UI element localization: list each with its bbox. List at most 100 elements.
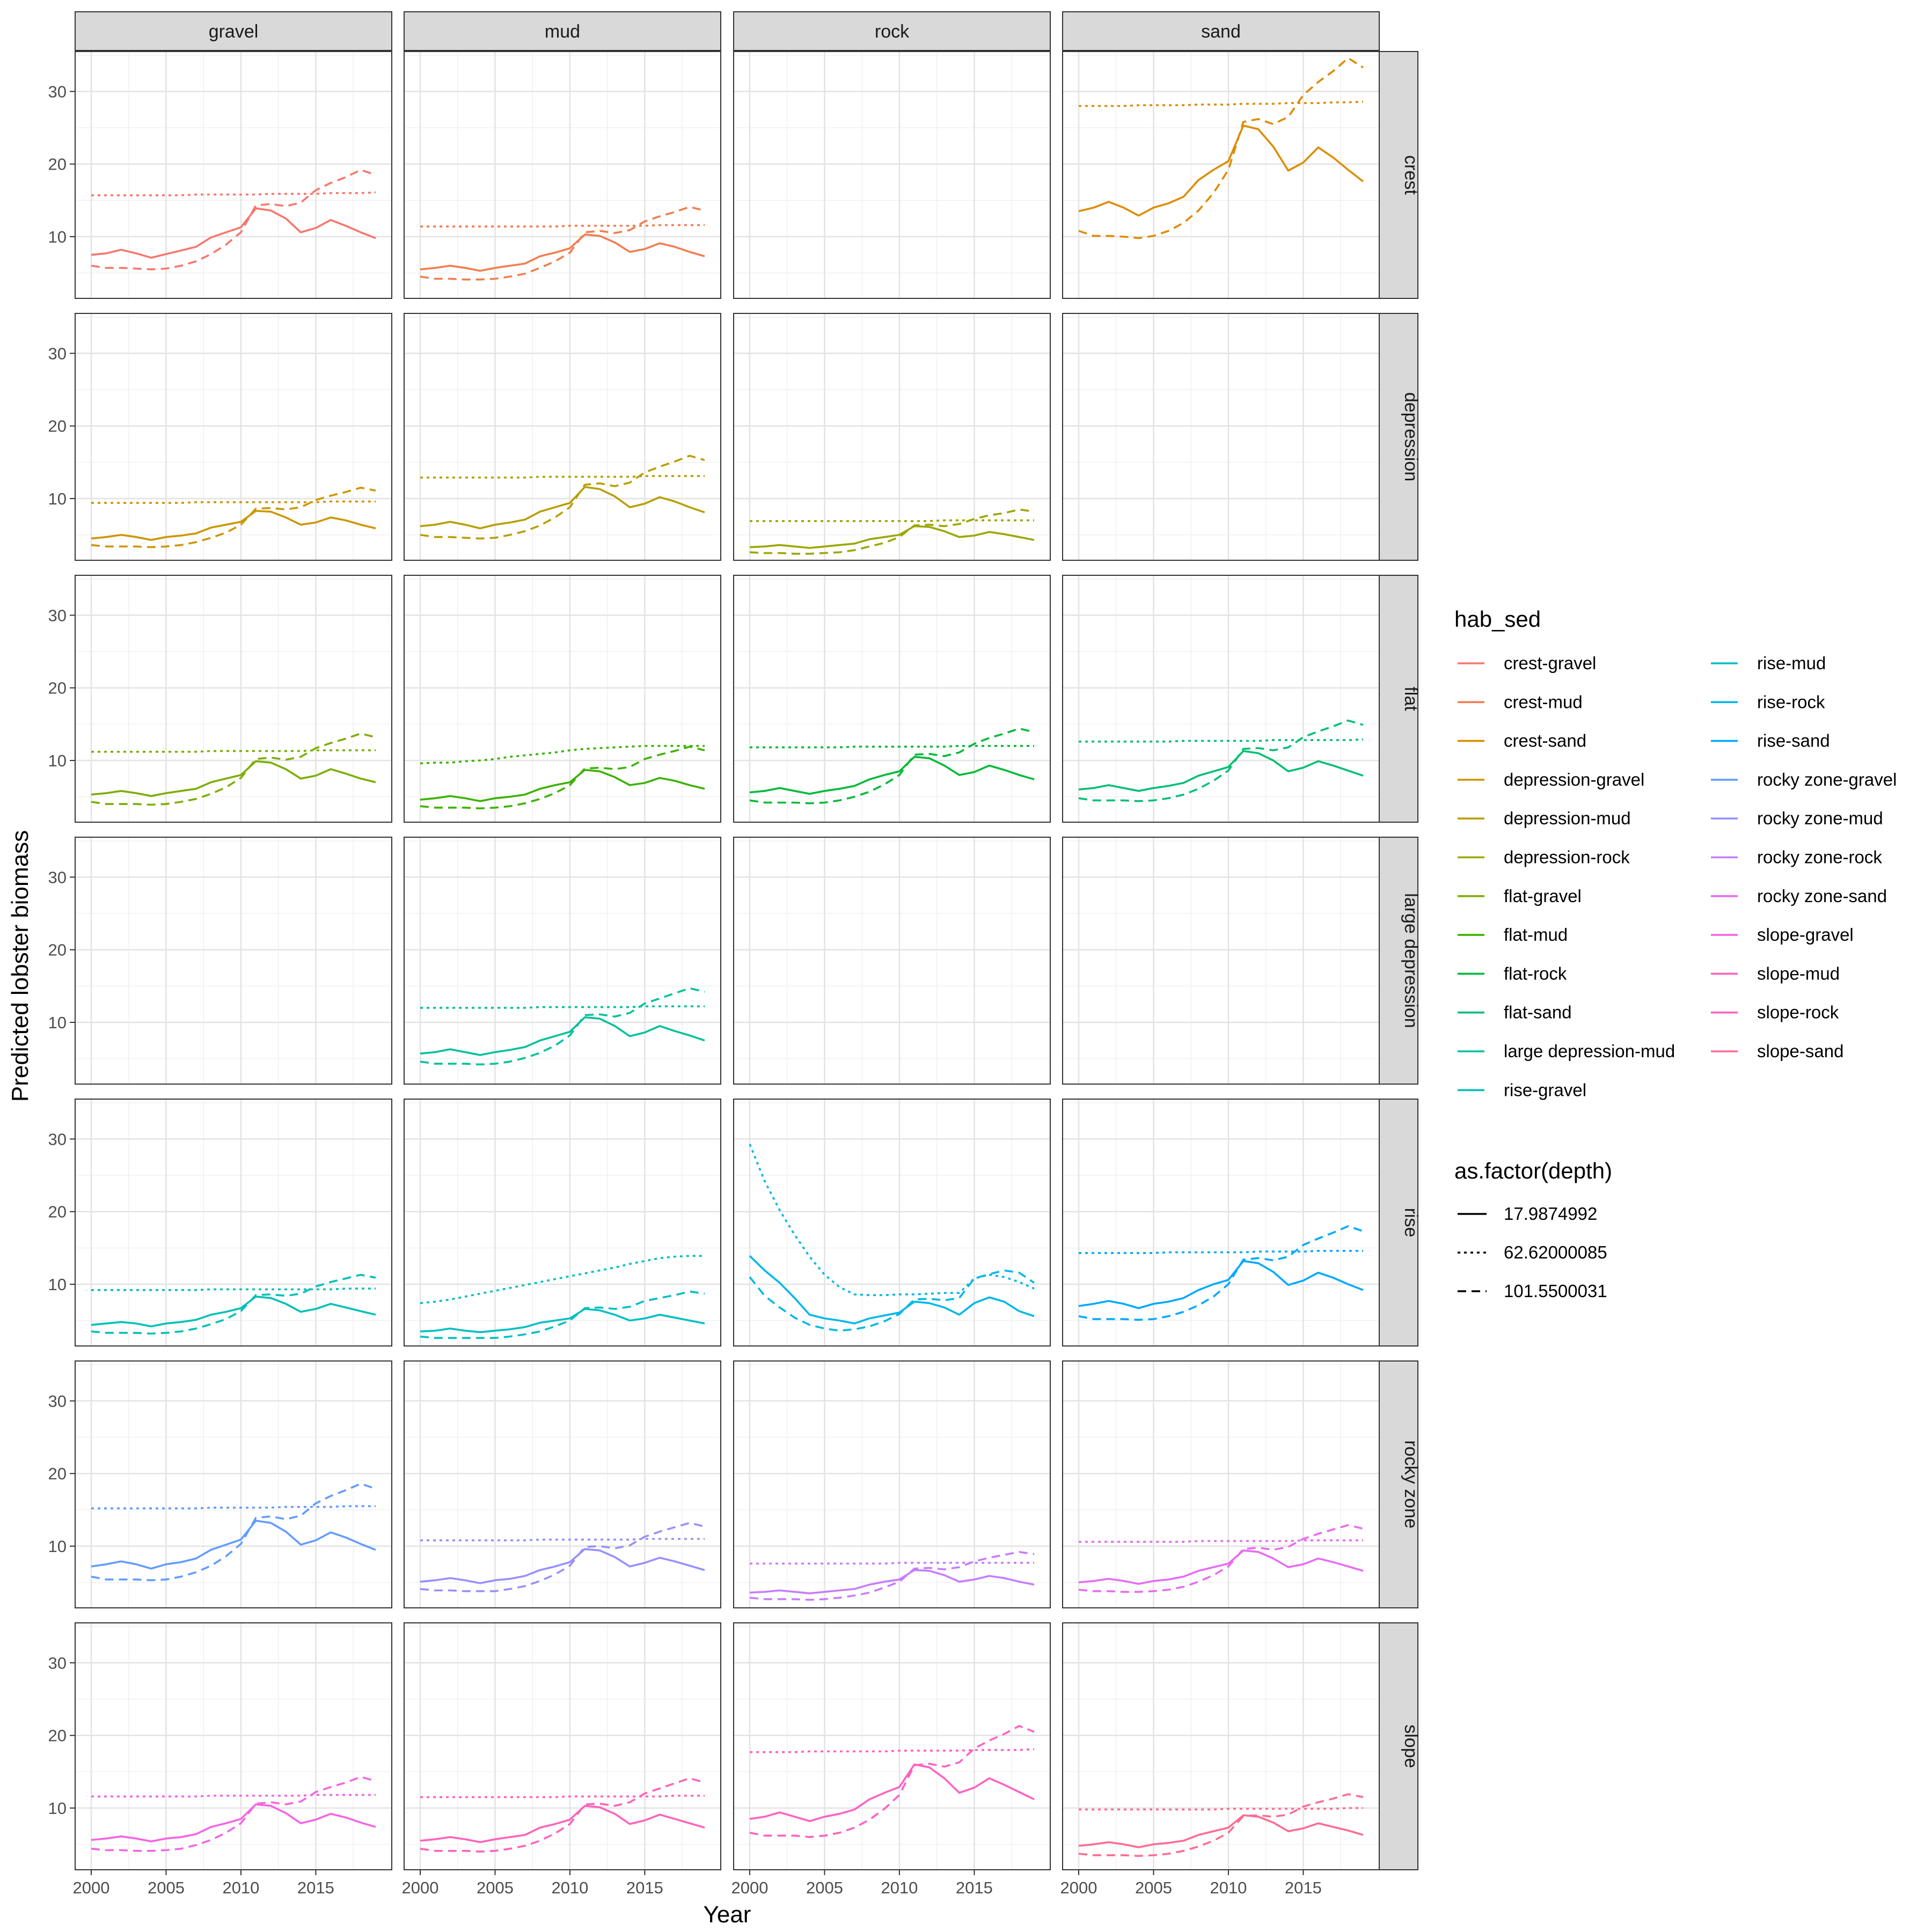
y-tick-label: 20 [48, 679, 67, 698]
x-tick-label: 2000 [73, 1878, 110, 1897]
panel-border [404, 1622, 721, 1870]
facet-panel [75, 575, 392, 823]
series-line-d62 [1079, 1807, 1363, 1811]
y-tick-label: 30 [48, 606, 67, 625]
series-line-d101 [91, 169, 376, 270]
y-tick-label: 20 [48, 155, 67, 174]
series-line-d18 [91, 1296, 376, 1328]
facet-strip-gravel [75, 11, 392, 51]
legend-linetype-label: 101.5500031 [1504, 1281, 1607, 1301]
panel-border [1062, 837, 1380, 1085]
x-tick-label: 2005 [806, 1878, 843, 1897]
series-group-slope-rock [749, 1725, 1035, 1838]
series-line-d62 [91, 1794, 376, 1798]
series-line-d18 [749, 1763, 1035, 1823]
series-group-rise-mud [420, 1255, 705, 1339]
facet-strip-label: flat [1401, 686, 1421, 711]
series-group-slope-gravel [91, 1776, 376, 1852]
series-line-d18 [1078, 1549, 1364, 1585]
panel-background [404, 52, 721, 298]
panel-background [1063, 52, 1379, 298]
legend-label: depression-gravel [1504, 770, 1644, 789]
panel-background [404, 1623, 721, 1870]
panel-border [733, 575, 1051, 823]
x-tick-label: 2010 [1210, 1878, 1247, 1897]
legend-label: rise-mud [1757, 653, 1826, 673]
panel-border [733, 837, 1051, 1085]
facet-panel [1062, 837, 1380, 1085]
legend-label: depression-mud [1504, 808, 1631, 828]
x-tick-label: 2015 [297, 1878, 334, 1897]
y-tick-label: 30 [48, 1653, 67, 1672]
y-tick-label: 10 [48, 1537, 67, 1556]
series-line-d62 [91, 1287, 376, 1291]
panel-border [404, 1099, 721, 1346]
panel-background [734, 575, 1050, 822]
facet-panel [75, 837, 392, 1085]
series-line-d101 [91, 486, 376, 548]
series-line-d62 [1079, 1250, 1363, 1254]
panel-border [1062, 1622, 1380, 1870]
series-line-d62 [1079, 100, 1364, 107]
panel-background [1063, 313, 1379, 560]
series-group-flat-gravel [91, 733, 376, 806]
facet-panel [404, 575, 721, 823]
series-line-d101 [1078, 1524, 1364, 1593]
panel-border [1062, 51, 1380, 299]
facet-strip-depression [1379, 313, 1418, 561]
legend: hab_sed as.factor(depth) crest-gravel cre… [1454, 606, 1897, 1301]
panel-background [404, 575, 721, 822]
series-line-d101 [1078, 1225, 1364, 1321]
series-group-rise-rock [749, 1144, 1035, 1332]
panel-border [75, 575, 392, 823]
panel-background [1063, 1361, 1379, 1608]
facet-panel [733, 1360, 1051, 1608]
legend-label: rocky zone-gravel [1757, 770, 1897, 789]
y-tick-label: 10 [48, 1275, 67, 1294]
x-tick-label: 2015 [1285, 1878, 1322, 1897]
panel-background [75, 1623, 392, 1870]
y-tick-label: 20 [48, 1465, 67, 1483]
series-line-d101 [749, 727, 1035, 804]
series-line-d62 [420, 224, 705, 228]
panel-background [1063, 575, 1379, 822]
facet-strip-label: sand [1201, 21, 1241, 42]
facet-panel [733, 575, 1051, 823]
panel-border [75, 1622, 392, 1870]
series-group-large-depression-mud [420, 987, 705, 1066]
panel-border [1062, 575, 1380, 823]
series-line-d18 [91, 1803, 376, 1842]
facet-strip-label: gravel [209, 21, 259, 42]
facet-strip-label: mud [545, 21, 580, 42]
legend-linetype-title: as.factor(depth) [1454, 1158, 1612, 1183]
series-line-d18 [749, 525, 1035, 549]
panel-background [734, 837, 1050, 1084]
series-line-d101 [420, 987, 705, 1066]
series-group-depression-gravel [91, 486, 376, 548]
series-group-flat-sand [1078, 719, 1364, 802]
facet-strip-rock [733, 11, 1051, 51]
series-line-d101 [749, 1551, 1035, 1601]
series-line-d18 [91, 760, 376, 797]
panel-background [75, 1099, 392, 1346]
y-tick-label: 30 [48, 82, 67, 101]
x-tick-label: 2000 [1060, 1878, 1097, 1897]
x-tick-label: 2015 [956, 1878, 993, 1897]
panel-background [1063, 1623, 1379, 1870]
series-line-d18 [420, 1308, 705, 1334]
y-tick-label: 20 [48, 417, 67, 436]
series-line-d18 [420, 1016, 705, 1056]
y-tick-label: 20 [48, 1203, 67, 1221]
panel-background [404, 1361, 721, 1608]
y-tick-label: 10 [48, 1013, 67, 1032]
series-line-d62 [420, 1005, 705, 1009]
series-line-d18 [1078, 125, 1364, 217]
series-line-d101 [1078, 57, 1364, 239]
series-line-d101 [91, 733, 376, 806]
legend-label: rise-gravel [1504, 1080, 1586, 1100]
panel-background [734, 1099, 1050, 1346]
series-line-d62 [420, 1795, 705, 1798]
series-group-rise-sand [1078, 1225, 1364, 1321]
panel-background [734, 52, 1050, 298]
